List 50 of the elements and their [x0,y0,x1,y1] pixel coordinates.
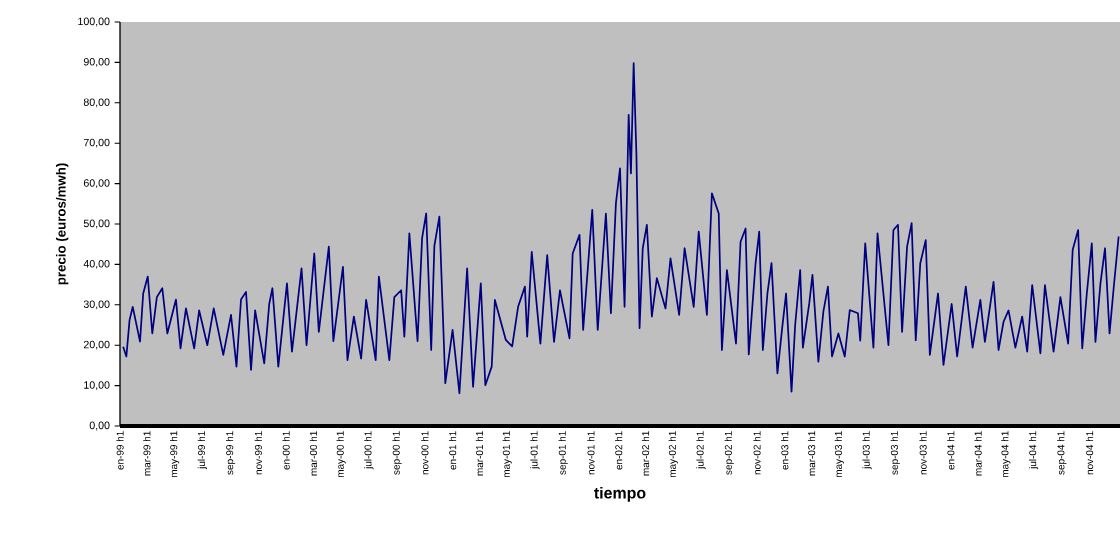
y-axis-title: precio (euros/mwh) [55,163,69,285]
x-tick-label: jul-02 h1 [696,431,706,470]
x-tick-label: sep-02 h1 [724,431,734,475]
y-tick-label: 60,00 [83,179,110,188]
x-tick-label: sep-99 h1 [225,431,236,475]
x-axis-title: tiempo [594,486,646,502]
x-tick-label: may-99 h1 [169,431,180,478]
x-tick-label: may-02 h1 [668,431,678,478]
x-tick-label: may-01 h1 [502,431,512,478]
x-tick-label: nov-02 h1 [753,431,761,475]
x-tick-label: nov-01 h1 [587,431,595,475]
x-tick-label: may-00 h1 [336,431,346,478]
y-tick-label: 20,00 [83,340,110,350]
x-tick-label: mar-04 h1 [974,431,982,476]
y-tick-label: 80,00 [83,98,110,108]
x-tick-label: may-04 h1 [1001,431,1011,478]
x-tick-label: nov-04 h1 [1085,431,1094,475]
y-tick-label: 10,00 [84,381,110,390]
x-tick-label: en-03 h1 [781,431,789,470]
x-tick-label: may-03 h1 [834,431,844,478]
x-tick-label: sep-04 h1 [1057,431,1067,475]
x-tick-label: jul-00 h1 [364,431,374,470]
x-tick-label: mar-02 h1 [641,431,650,476]
x-tick-label: sep-01 h1 [558,431,568,475]
y-tick-label: 40,00 [83,260,110,269]
y-tick-label: 90,00 [83,58,110,67]
x-tick-label: nov-00 h1 [421,431,429,475]
x-tick-label: mar-01 h1 [475,431,484,476]
x-tick-label: mar-00 h1 [309,431,318,476]
y-tick-label: 70,00 [83,138,110,148]
y-tick-label: 30,00 [83,300,110,310]
x-tick-label: en-04 h1 [947,431,955,470]
x-tick-label: en-00 h1 [282,431,290,470]
x-tick-label: en-01 h1 [448,431,457,470]
x-tick-label: mar-03 h1 [807,431,816,476]
x-tick-label: sep-03 h1 [890,431,900,475]
x-tick-label: jul-01 h1 [530,431,540,470]
x-tick-label: jul-03 h1 [862,431,872,470]
y-tick-label: 0,00 [89,421,110,431]
x-tick-label: nov-03 h1 [919,431,927,475]
x-tick-label: en-02 h1 [614,431,623,470]
x-tick-label: sep-00 h1 [392,431,402,475]
x-tick-label: mar-99 h1 [143,431,151,476]
x-tick-label: en-99 h1 [116,431,124,470]
y-tick-label: 50,00 [83,219,110,229]
x-tick-label: nov-99 h1 [254,431,262,475]
y-tick-label: 100,00 [78,17,110,27]
x-tick-label: jul-04 h1 [1028,431,1039,470]
x-tick-label: jul-99 h1 [197,431,207,470]
line-series [122,62,1120,395]
